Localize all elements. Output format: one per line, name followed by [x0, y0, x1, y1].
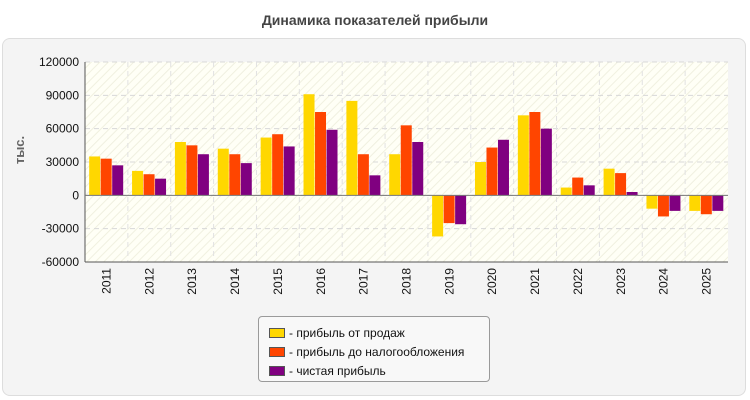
x-tick-label: 2025 — [700, 268, 714, 295]
bar-net-profit — [326, 129, 338, 196]
x-tick-label: 2017 — [357, 268, 371, 295]
bar-net-profit — [197, 154, 209, 196]
bar-net-profit — [497, 139, 509, 196]
legend-swatch — [269, 327, 285, 338]
bar-sales-profit — [174, 142, 186, 196]
bar-sales-profit — [689, 195, 701, 211]
legend-swatch — [269, 365, 285, 376]
legend-item: - прибыль до налогообложения — [269, 342, 479, 361]
bar-sales-profit — [217, 148, 229, 196]
bar-sales-profit — [389, 154, 401, 196]
bar-sales-profit — [474, 162, 486, 196]
bar-pretax-profit — [357, 154, 369, 196]
x-tick-label: 2020 — [485, 268, 499, 295]
bar-pretax-profit — [486, 147, 498, 196]
y-tick-label: 120000 — [39, 55, 79, 69]
x-tick-label: 2021 — [528, 268, 542, 295]
bar-net-profit — [412, 142, 424, 196]
legend: - прибыль от продаж - прибыль до налогооб… — [258, 316, 490, 382]
bar-net-profit — [712, 195, 724, 211]
y-tick-label: 0 — [72, 188, 79, 202]
chart-title: Динамика показателей прибыли — [261, 12, 489, 28]
bar-pretax-profit — [272, 134, 284, 196]
bar-sales-profit — [303, 94, 315, 196]
y-tick-label: 90000 — [46, 88, 80, 102]
bar-sales-profit — [517, 115, 529, 196]
bar-net-profit — [112, 165, 124, 196]
x-tick-label: 2014 — [228, 268, 242, 295]
x-tick-label: 2023 — [614, 268, 628, 295]
bar-net-profit — [540, 128, 552, 196]
bar-sales-profit — [132, 170, 144, 196]
y-tick-label: -30000 — [42, 222, 80, 236]
x-tick-label: 2013 — [185, 268, 199, 295]
bar-sales-profit — [646, 195, 658, 209]
x-tick-label: 2022 — [571, 268, 585, 295]
legend-label: - прибыль от продаж — [289, 325, 405, 340]
x-tick-label: 2012 — [142, 268, 156, 295]
legend-item: - чистая прибыль — [269, 361, 479, 380]
bar-pretax-profit — [443, 195, 455, 224]
y-tick-label: -60000 — [42, 255, 80, 269]
bar-sales-profit — [89, 156, 101, 196]
bar-sales-profit — [346, 100, 358, 196]
bar-net-profit — [583, 185, 595, 196]
bar-net-profit — [455, 195, 467, 225]
bar-pretax-profit — [700, 195, 712, 215]
bar-sales-profit — [560, 187, 572, 196]
legend-label: - прибыль до налогообложения — [289, 344, 465, 359]
x-tick-label: 2018 — [400, 268, 414, 295]
legend-swatch — [269, 346, 285, 357]
bar-net-profit — [283, 146, 295, 196]
bar-net-profit — [669, 195, 681, 211]
bar-pretax-profit — [572, 177, 584, 196]
bar-sales-profit — [432, 195, 444, 237]
x-tick-label: 2016 — [314, 268, 328, 295]
legend-label: - чистая прибыль — [289, 363, 386, 378]
bar-pretax-profit — [657, 195, 669, 217]
bar-net-profit — [626, 192, 638, 196]
bar-net-profit — [369, 175, 381, 196]
y-tick-label: 30000 — [46, 155, 80, 169]
y-tick-label: 60000 — [46, 122, 80, 136]
bar-pretax-profit — [186, 145, 198, 196]
bar-pretax-profit — [315, 112, 327, 196]
bar-sales-profit — [260, 137, 272, 196]
x-tick-label: 2019 — [442, 268, 456, 295]
bar-net-profit — [155, 178, 167, 196]
bar-net-profit — [240, 163, 252, 196]
x-tick-label: 2015 — [271, 268, 285, 295]
bar-sales-profit — [603, 168, 615, 196]
y-axis-label: тыс. — [12, 136, 27, 164]
x-tick-label: 2024 — [657, 268, 671, 295]
bar-pretax-profit — [100, 158, 112, 196]
bar-pretax-profit — [400, 125, 412, 196]
bar-pretax-profit — [529, 112, 541, 196]
legend-item: - прибыль от продаж — [269, 323, 479, 342]
bar-pretax-profit — [229, 154, 241, 196]
bar-pretax-profit — [615, 173, 627, 196]
x-tick-label: 2011 — [99, 268, 113, 294]
bar-pretax-profit — [143, 174, 155, 196]
